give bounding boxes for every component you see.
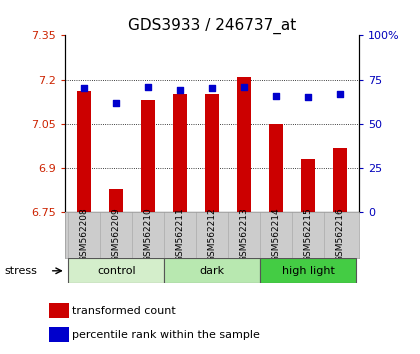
Bar — [77, 91, 92, 212]
Point — [113, 100, 120, 105]
Text: GSM562216: GSM562216 — [336, 207, 344, 262]
Point — [273, 93, 279, 98]
Bar — [109, 189, 123, 212]
Text: control: control — [97, 266, 136, 276]
Point — [209, 86, 215, 91]
Bar — [164, 258, 260, 283]
Text: GSM562213: GSM562213 — [239, 207, 249, 262]
Text: GSM562215: GSM562215 — [304, 207, 312, 262]
Text: GSM562208: GSM562208 — [80, 207, 89, 262]
Bar — [205, 95, 219, 212]
Point — [304, 95, 311, 100]
Bar — [260, 258, 356, 283]
Bar — [301, 159, 315, 212]
Text: stress: stress — [4, 266, 37, 276]
Text: GSM562210: GSM562210 — [144, 207, 153, 262]
Bar — [237, 77, 251, 212]
Text: GSM562211: GSM562211 — [176, 207, 185, 262]
Bar — [49, 303, 69, 318]
Point — [145, 84, 152, 90]
Text: transformed count: transformed count — [72, 306, 176, 316]
Point — [81, 86, 88, 91]
Bar — [68, 258, 164, 283]
Bar — [173, 95, 187, 212]
Text: percentile rank within the sample: percentile rank within the sample — [72, 330, 260, 339]
Text: GSM562214: GSM562214 — [271, 207, 281, 262]
Bar — [49, 327, 69, 342]
Bar — [269, 124, 283, 212]
Text: GSM562212: GSM562212 — [207, 207, 217, 262]
Point — [336, 91, 343, 97]
Text: high light: high light — [281, 266, 334, 276]
Bar — [141, 100, 155, 212]
Point — [241, 84, 247, 90]
Title: GDS3933 / 246737_at: GDS3933 / 246737_at — [128, 18, 296, 34]
Text: GSM562209: GSM562209 — [112, 207, 121, 262]
Bar — [333, 148, 347, 212]
Text: dark: dark — [200, 266, 225, 276]
Point — [177, 87, 184, 93]
